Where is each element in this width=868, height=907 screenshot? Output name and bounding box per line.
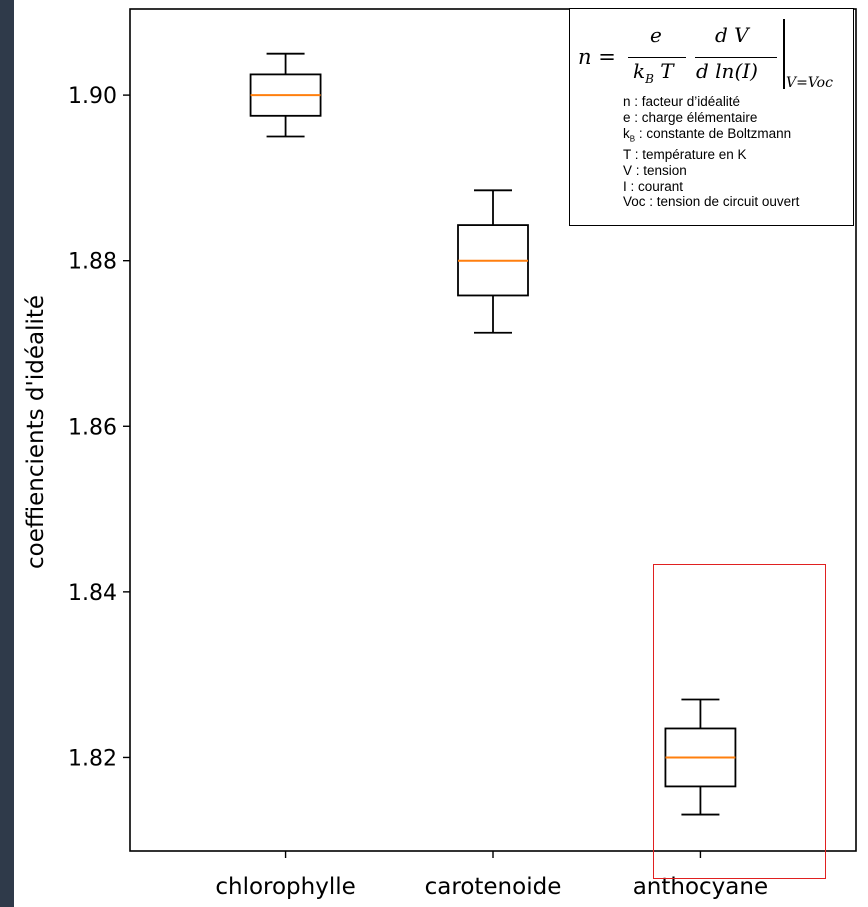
x-tick-label: chlorophylle — [215, 874, 355, 900]
y-tick-label: 1.90 — [68, 84, 117, 109]
formula-fraction2-denominator: d ln(I) — [696, 59, 758, 83]
y-axis-label: coeffiencients d'idéalité — [23, 295, 49, 569]
box-carotenoide — [457, 189, 529, 334]
legend-definitions-list: n : facteur d’idéalité e : charge élément… — [623, 94, 799, 210]
legend-definition-line: V : tension — [623, 162, 687, 178]
y-tick-label: 1.82 — [68, 746, 117, 771]
box-anthocyane — [664, 698, 737, 816]
formula-evaluation-subscript: V=Voc — [786, 75, 833, 91]
ideality-formula: n = e kB T d V d ln(I) V=Voc — [578, 15, 848, 91]
formula-evaluation-bar — [783, 19, 785, 89]
y-tick-label: 1.88 — [68, 250, 117, 275]
legend-definition-line: Voc : tension de circuit ouvert — [623, 194, 800, 210]
legend-definition-line: n : facteur d’idéalité — [623, 94, 741, 109]
formula-fraction1-numerator: e — [650, 23, 662, 47]
legend-definition-line: kB : constante de Boltzmann — [623, 125, 792, 144]
anthocyane-highlight-box — [653, 564, 826, 879]
formula-fraction2-bar — [695, 57, 777, 59]
y-tick-label: 1.84 — [68, 581, 117, 606]
formula-lhs: n = — [578, 45, 616, 69]
box-chlorophylle — [249, 52, 322, 138]
formula-fraction1-denominator: kB T — [633, 59, 674, 86]
x-tick-label: carotenoide — [425, 874, 562, 900]
y-tick-label: 1.86 — [68, 415, 117, 440]
window-edge-strip — [0, 0, 14, 907]
formula-fraction2-numerator: d V — [715, 23, 749, 47]
legend-definition-line: e : charge élémentaire — [623, 109, 758, 125]
legend-definition-line: T : température en K — [623, 147, 747, 163]
formula-legend-box: n = e kB T d V d ln(I) V=Voc n : facteur… — [569, 8, 854, 226]
formula-fraction1-bar — [628, 57, 686, 59]
legend-definition-line: I : courant — [623, 178, 684, 194]
